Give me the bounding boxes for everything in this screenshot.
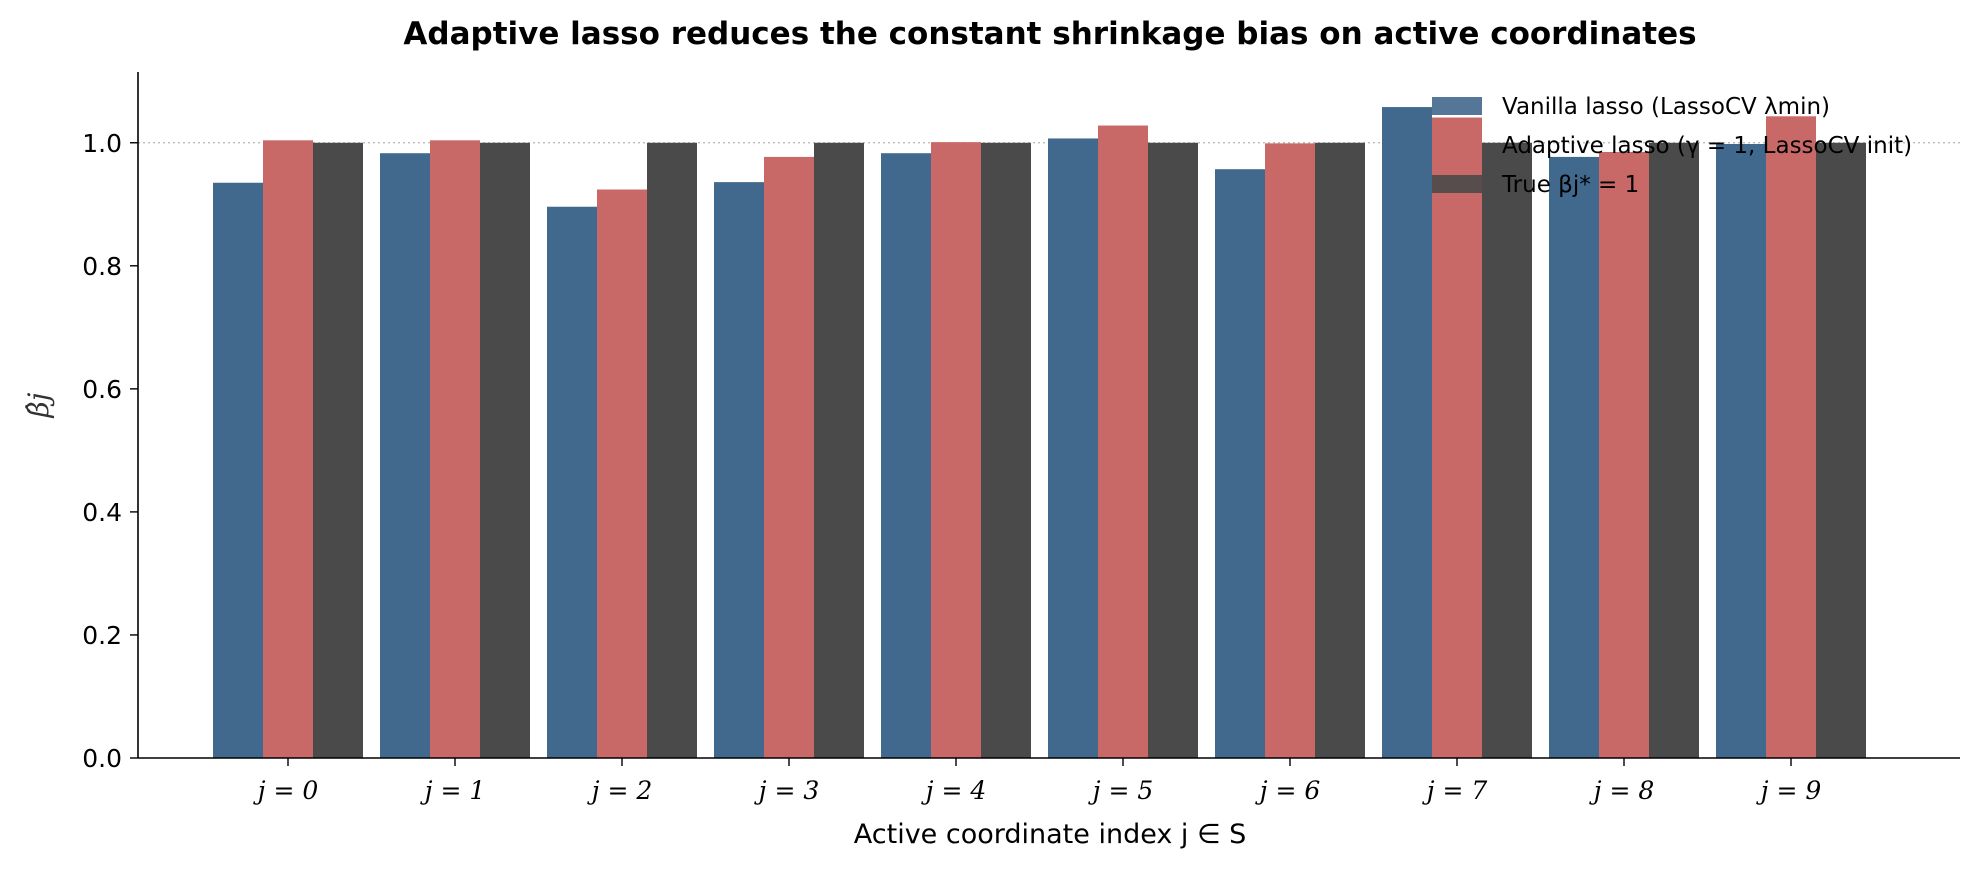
y-tick-label: 0.2 xyxy=(82,621,122,650)
x-tick-label: j = 5 xyxy=(1088,776,1154,805)
bar-series0-9 xyxy=(1716,143,1766,758)
legend-swatch-1 xyxy=(1432,136,1482,154)
legend-swatch-0 xyxy=(1432,97,1482,115)
bar-series2-6 xyxy=(1315,142,1365,758)
bar-series1-1 xyxy=(430,140,480,759)
bar-series2-4 xyxy=(981,142,1031,758)
plot-area: 0.0 0.2 0.4 0.6 0.8 1.0 j = 0 j = 1 j = 2 j = 3 j … xyxy=(82,72,1960,805)
x-tick-label: j = 6 xyxy=(1255,776,1321,805)
bar-series0-7 xyxy=(1382,107,1432,758)
bar-series0-3 xyxy=(714,182,764,758)
bar-series1-5 xyxy=(1098,125,1148,758)
legend-label-0: Vanilla lasso (LassoCV λmin) xyxy=(1502,94,1830,120)
bar-series0-0 xyxy=(213,182,263,759)
bar-series1-3 xyxy=(764,156,814,758)
x-tick-label: j = 0 xyxy=(253,776,319,805)
bar-series1-2 xyxy=(597,189,647,759)
bar-series1-6 xyxy=(1265,143,1315,759)
bar-series2-3 xyxy=(814,142,864,758)
y-tick-label: 0.4 xyxy=(82,498,122,527)
x-axis-label: Active coordinate index j ∈ S xyxy=(854,819,1246,850)
y-tick-label: 0.6 xyxy=(82,375,122,404)
y-tick-label: 1.0 xyxy=(82,129,122,158)
bar-series0-2 xyxy=(547,206,597,758)
x-tick-label: j = 4 xyxy=(921,776,987,805)
x-tick-label: j = 2 xyxy=(587,776,653,805)
legend-label-1: Adaptive lasso (γ = 1, LassoCV init) xyxy=(1502,133,1912,159)
legend-swatch-2 xyxy=(1432,175,1482,193)
bar-series2-8 xyxy=(1649,142,1699,758)
bar-series2-1 xyxy=(480,142,530,758)
x-tick-label: j = 7 xyxy=(1422,776,1488,805)
bar-series1-9 xyxy=(1766,116,1816,759)
x-tick-label: j = 8 xyxy=(1589,776,1655,805)
x-tick-label: j = 1 xyxy=(420,776,486,805)
bar-series1-8 xyxy=(1599,151,1649,758)
y-tick-label: 0.0 xyxy=(82,744,122,773)
x-tick-label: j = 3 xyxy=(754,776,820,805)
bar-series1-0 xyxy=(263,140,313,759)
bar-series0-6 xyxy=(1215,169,1265,758)
bar-series2-5 xyxy=(1148,142,1198,758)
chart-title: Adaptive lasso reduces the constant shri… xyxy=(403,16,1696,52)
bar-series2-0 xyxy=(313,142,363,758)
bar-series2-2 xyxy=(647,142,697,758)
bar-series1-4 xyxy=(931,142,981,758)
bar-series0-4 xyxy=(881,153,931,759)
legend-label-2: True βj* = 1 xyxy=(1501,172,1639,198)
bar-series0-5 xyxy=(1048,138,1098,758)
y-axis-label: β̂j xyxy=(22,392,55,418)
bar-series2-9 xyxy=(1816,142,1866,758)
bar-series1-7 xyxy=(1432,117,1482,758)
bar-series2-7 xyxy=(1482,142,1532,758)
bar-series0-1 xyxy=(380,153,430,759)
y-tick-label: 0.8 xyxy=(82,252,122,281)
x-tick-label: j = 9 xyxy=(1756,776,1822,805)
bar-series0-8 xyxy=(1549,156,1599,758)
